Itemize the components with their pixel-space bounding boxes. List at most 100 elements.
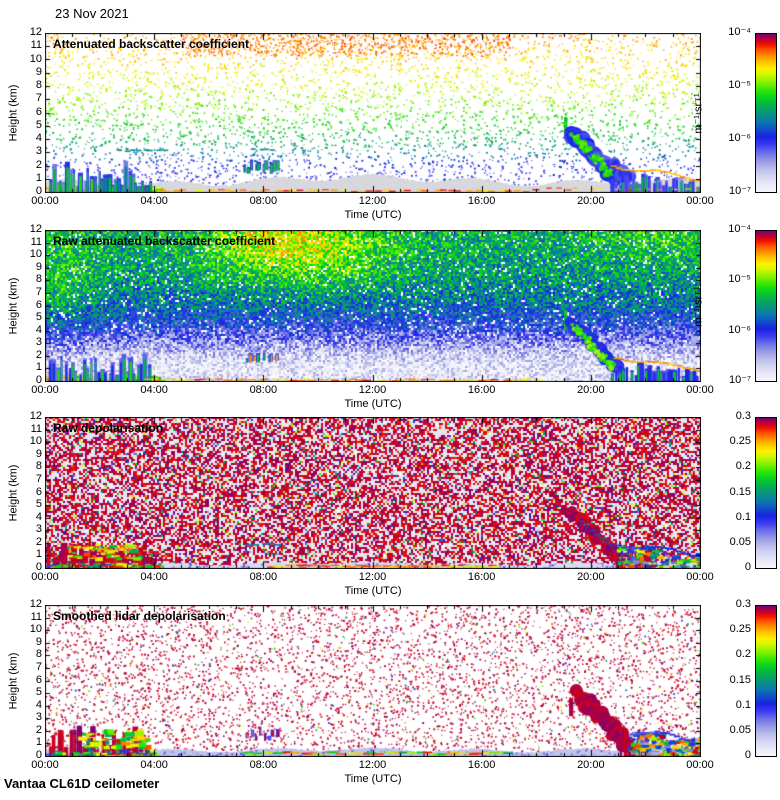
y-tick-label: 8 — [35, 460, 42, 473]
x-tick-label: 16:00 — [467, 571, 496, 583]
x-tick-label: 00:00 — [686, 571, 714, 583]
date-label: 23 Nov 2021 — [55, 6, 129, 21]
y-tick-label: 10 — [29, 623, 42, 636]
colorbar-tick-label: 0 — [744, 749, 751, 761]
x-tick-label: 12:00 — [358, 759, 387, 771]
x-tick-label: 20:00 — [577, 384, 605, 396]
colorbar-raw-attenuated-backscatter — [755, 230, 777, 382]
colorbar-tick-label: 10⁻⁷ — [728, 185, 751, 197]
colorbar-raw-depolarisation — [755, 417, 777, 569]
x-tick-label: 00:00 — [31, 384, 59, 396]
y-tick-label: 8 — [35, 273, 42, 286]
colorbar-tick-label: 0 — [744, 561, 751, 573]
y-tick-label: 1 — [35, 736, 42, 749]
colorbar-tick-label: 10⁻⁴ — [728, 26, 751, 38]
x-tick-label: 12:00 — [358, 195, 387, 207]
y-tick-label: 2 — [35, 535, 42, 548]
x-tick-label: 20:00 — [577, 571, 605, 583]
colorbar-tick-label: 0.1 — [735, 510, 751, 523]
y-tick-label: 3 — [35, 523, 42, 536]
colorbar-tick-label: 0.25 — [729, 623, 751, 636]
x-tick-label: 00:00 — [31, 759, 59, 771]
y-tick-label: 12 — [29, 26, 42, 38]
colorbar-tick-label: 10⁻⁴ — [728, 223, 751, 235]
x-tick-label: 04:00 — [140, 195, 168, 207]
colorbar-tick-label: 0.3 — [735, 410, 751, 422]
x-tick-label: 00:00 — [686, 195, 714, 207]
heatmap-canvas-attenuated-backscatter — [45, 33, 701, 193]
y-tick-label: 6 — [35, 485, 42, 498]
y-tick-label: 3 — [35, 336, 42, 349]
y-tick-label: 5 — [35, 118, 42, 131]
y-tick-label: 9 — [35, 65, 42, 78]
colorbar-tick-label: 10⁻⁵ — [728, 273, 751, 286]
y-tick-label: 1 — [35, 548, 42, 561]
y-axis-label: Height (km) — [0, 605, 26, 757]
panel-title-raw-attenuated-backscatter: Raw attenuated backscatter coefficient — [53, 234, 276, 248]
colorbar-smoothed-lidar-depolarisation — [755, 605, 777, 757]
y-tick-label: 9 — [35, 447, 42, 460]
y-tick-label: 12 — [29, 410, 42, 422]
y-tick-label: 11 — [30, 235, 42, 248]
y-tick-label: 5 — [35, 686, 42, 699]
x-tick-label: 00:00 — [686, 384, 714, 396]
x-tick-label: 16:00 — [467, 384, 496, 396]
y-tick-label: 0 — [35, 185, 42, 197]
colorbar-tick-label: 10⁻⁶ — [728, 132, 751, 144]
y-tick-label: 11 — [30, 39, 42, 52]
y-tick-label: 0 — [35, 749, 42, 761]
y-tick-label: 1 — [35, 171, 42, 184]
x-tick-label: 04:00 — [140, 384, 168, 396]
x-tick-label: 08:00 — [249, 384, 278, 396]
x-tick-label: 00:00 — [31, 195, 59, 207]
y-tick-label: 5 — [35, 311, 42, 324]
colorbar-tick-label: 0.05 — [729, 535, 751, 548]
colorbar-tick-label: 0.3 — [735, 598, 751, 610]
instrument-label: Vantaa CL61D ceilometer — [4, 776, 160, 791]
colorbar-tick-label: 0.15 — [729, 673, 751, 686]
x-tick-label: 12:00 — [358, 571, 387, 583]
y-tick-label: 10 — [29, 52, 42, 65]
y-tick-label: 3 — [35, 145, 42, 158]
x-tick-label: 04:00 — [140, 571, 168, 583]
y-tick-label: 9 — [35, 260, 42, 273]
y-tick-label: 6 — [35, 298, 42, 311]
colorbar-tick-label: 0.05 — [729, 723, 751, 736]
heatmap-canvas-smoothed-lidar-depolarisation — [45, 605, 701, 757]
x-tick-label: 16:00 — [467, 195, 496, 207]
y-tick-label: 6 — [35, 105, 42, 118]
y-tick-label: 1 — [35, 361, 42, 374]
x-tick-label: 00:00 — [686, 759, 714, 771]
y-tick-label: 7 — [35, 472, 42, 485]
y-tick-label: 11 — [30, 422, 42, 435]
x-tick-label: 00:00 — [31, 571, 59, 583]
y-tick-label: 8 — [35, 79, 42, 91]
y-tick-label: 11 — [30, 610, 42, 623]
x-tick-label: 08:00 — [249, 759, 278, 771]
panel-title-attenuated-backscatter: Attenuated backscatter coefficient — [53, 37, 250, 51]
y-tick-label: 4 — [35, 510, 42, 523]
y-tick-label: 10 — [29, 248, 42, 261]
colorbar-tick-label: 10⁻⁶ — [728, 323, 751, 336]
x-tick-label: 08:00 — [249, 571, 278, 583]
x-axis-label: Time (UTC) — [344, 773, 402, 785]
y-tick-label: 2 — [35, 723, 42, 736]
y-tick-label: 10 — [29, 435, 42, 448]
x-tick-label: 08:00 — [249, 195, 278, 207]
x-axis-label: Time (UTC) — [344, 209, 402, 221]
x-axis-label: Time (UTC) — [344, 585, 402, 597]
colorbar-tick-label: 0.25 — [729, 435, 751, 448]
x-tick-label: 16:00 — [467, 759, 496, 771]
y-tick-label: 8 — [35, 648, 42, 661]
panel-title-smoothed-lidar-depolarisation: Smoothed lidar depolarisation — [53, 609, 226, 623]
y-tick-label: 0 — [35, 374, 42, 386]
y-tick-label: 0 — [35, 561, 42, 573]
y-tick-label: 4 — [35, 132, 42, 144]
x-tick-label: 20:00 — [577, 195, 605, 207]
